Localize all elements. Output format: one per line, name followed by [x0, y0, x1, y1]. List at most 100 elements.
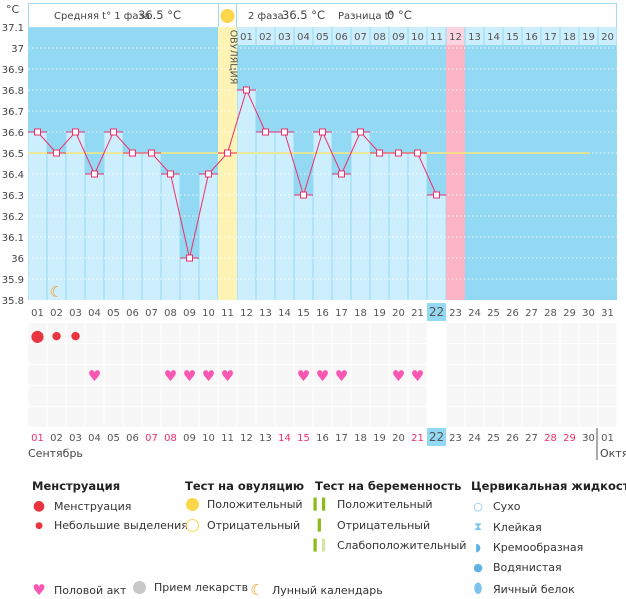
calendar-date: 03 — [69, 433, 82, 444]
temperature-point — [110, 128, 117, 136]
calendar-date: 01 — [31, 433, 44, 444]
marker-cell — [237, 323, 256, 343]
marker-cell — [560, 323, 579, 343]
marker-cell — [522, 407, 541, 427]
moon-icon: ☾ — [50, 283, 63, 301]
blood-drop-icon: ● — [32, 498, 46, 514]
marker-cell — [370, 365, 389, 385]
diff-value: 0 °C — [387, 8, 412, 22]
marker-cell — [256, 344, 275, 364]
marker-cell — [408, 344, 427, 364]
month-label: Сентябрь — [28, 447, 83, 460]
temperature-point — [262, 128, 269, 136]
spotting-icon: ● — [71, 329, 81, 342]
temperature-point — [72, 128, 79, 136]
marker-cell — [218, 386, 237, 406]
temperature-bar — [408, 153, 427, 300]
marker-cell — [85, 344, 104, 364]
phase2-day-cell — [370, 27, 389, 45]
temperature-point — [224, 149, 231, 157]
phase2-day-cell — [446, 27, 465, 45]
phase2-day-label: 06 — [335, 32, 348, 43]
calendar-date: 30 — [582, 433, 595, 444]
y-tick-label: 36.2 — [2, 212, 24, 223]
marker-cell — [275, 407, 294, 427]
heart-icon: ♥ — [183, 367, 196, 385]
marker-cell — [294, 344, 313, 364]
temperature-bar — [142, 153, 161, 300]
chart-date: 28 — [544, 308, 557, 319]
marker-cell — [560, 365, 579, 385]
y-tick-label: 37.1 — [2, 23, 24, 34]
temperature-point — [91, 170, 98, 178]
marker-cell — [66, 365, 85, 385]
chart-date: 17 — [335, 308, 348, 319]
marker-cell — [161, 344, 180, 364]
marker-cell — [370, 407, 389, 427]
marker-cell — [598, 344, 617, 364]
chart-date: 25 — [487, 308, 500, 319]
moon-icon: ☾ — [250, 581, 264, 599]
marker-cell — [598, 365, 617, 385]
marker-cell — [579, 407, 598, 427]
legend-preg-negative: ▍ Отрицательный — [315, 519, 430, 532]
phase2-day-cell — [237, 27, 256, 45]
temperature-point — [300, 191, 307, 199]
marker-cell — [503, 365, 522, 385]
heart-icon: ♥ — [392, 367, 405, 385]
marker-cell — [313, 344, 332, 364]
marker-cell — [199, 323, 218, 343]
calendar-date: 18 — [354, 433, 367, 444]
marker-cell — [313, 365, 332, 385]
marker-cell — [28, 365, 47, 385]
ovulation-sun-icon — [220, 9, 235, 23]
legend-ovulation-title: Тест на овуляцию — [185, 479, 305, 493]
marker-cell — [465, 386, 484, 406]
marker-cell — [85, 386, 104, 406]
phase2-day-label: 14 — [487, 32, 500, 43]
heart-icon: ♥ — [164, 367, 177, 385]
pill-icon — [132, 581, 146, 594]
legend-medicine: Прием лекарств — [132, 581, 248, 594]
phase2-day-cell — [484, 27, 503, 45]
marker-cell — [161, 407, 180, 427]
chart-date: 14 — [278, 308, 291, 319]
calendar-date: 15 — [297, 433, 310, 444]
y-tick-label: 35.9 — [2, 275, 24, 286]
marker-cell — [199, 344, 218, 364]
hourglass-icon: ⧗ — [474, 520, 482, 533]
marker-cell — [104, 344, 123, 364]
marker-cell — [579, 323, 598, 343]
marker-cell — [85, 407, 104, 427]
marker-cell — [66, 407, 85, 427]
marker-cell — [275, 344, 294, 364]
marker-cell — [256, 365, 275, 385]
chart-date: 23 — [449, 308, 462, 319]
marker-cell — [104, 407, 123, 427]
y-tick-label: 36.3 — [2, 191, 24, 202]
marker-cell — [598, 323, 617, 343]
marker-cell — [256, 323, 275, 343]
phase1-label: Средняя t° 1 фаза — [54, 11, 150, 22]
temperature-bar — [123, 153, 142, 300]
phase2-day-cell — [389, 27, 408, 45]
marker-cell — [541, 323, 560, 343]
legend-preg-weak: ▍ ▍ Слабоположительный — [313, 539, 467, 552]
phase2-day-label: 01 — [240, 32, 253, 43]
legend-creamy: ◗ Кремообразная — [471, 541, 583, 554]
marker-cell — [256, 407, 275, 427]
chart-date: 05 — [107, 308, 120, 319]
legend-ov-negative: Отрицательный — [185, 519, 300, 532]
small-drop-icon: ● — [35, 520, 43, 531]
chart-date: 24 — [468, 308, 481, 319]
calendar-date: 29 — [563, 433, 576, 444]
marker-cell — [66, 386, 85, 406]
chart-date: 30 — [582, 308, 595, 319]
temperature-point — [338, 170, 345, 178]
marker-cell — [199, 407, 218, 427]
marker-cell — [503, 323, 522, 343]
marker-cell — [104, 323, 123, 343]
marker-cell — [351, 323, 370, 343]
y-tick-label: 36.7 — [2, 107, 24, 118]
chart-date: 15 — [297, 308, 310, 319]
